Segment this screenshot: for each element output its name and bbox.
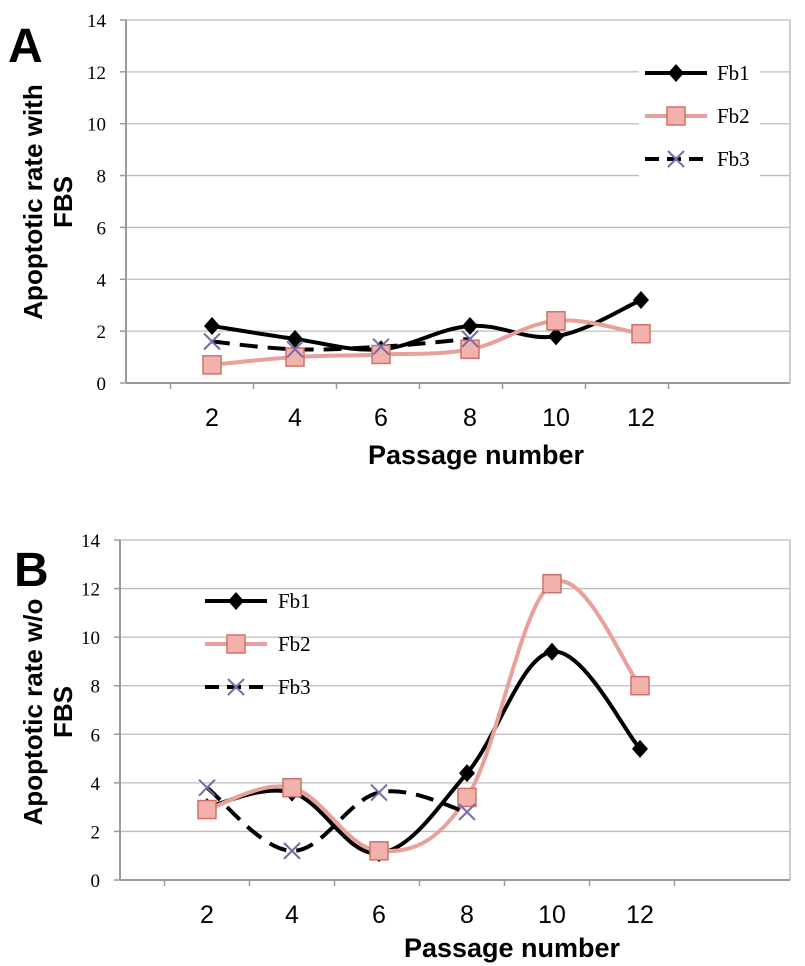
point-b-fb1-4 bbox=[544, 642, 560, 661]
y-tick-label-a-0: 0 bbox=[97, 374, 107, 395]
point-b-fb2-1 bbox=[282, 777, 302, 798]
series-line-b-fb3 bbox=[205, 786, 468, 853]
y-tick-label-a-5: 10 bbox=[87, 115, 106, 136]
y-axis-label-line-a-1: FBS bbox=[48, 176, 78, 228]
legend-b: Fb1 Fb2 Fb3 bbox=[205, 589, 311, 699]
legend-label-a-fb1: Fb1 bbox=[717, 61, 750, 85]
point-a-fb3-0 bbox=[203, 332, 221, 351]
point-a-fb1-3 bbox=[462, 316, 478, 335]
point-a-fb1-5 bbox=[633, 291, 649, 310]
point-a-fb2-3 bbox=[460, 339, 480, 360]
x-tick-label-b-2: 6 bbox=[372, 901, 386, 929]
point-b-fb3-0 bbox=[198, 779, 216, 797]
chart-panel-a: A Apoptotic rate with FBS 0 2 4 6 8 10 12 14 2 4 6… bbox=[8, 11, 791, 470]
point-b-fb2-4 bbox=[542, 573, 562, 594]
y-tick-label-b-5: 10 bbox=[81, 628, 100, 649]
chart-panel-b: B Apoptotic rate w/o FBS 0 2 4 6 8 10 12 14 2 4 6 8… bbox=[14, 531, 791, 963]
legend-label-b-fb2: Fb2 bbox=[278, 632, 311, 656]
legend-marker-b-fb3 bbox=[227, 678, 245, 696]
point-a-fb1-1 bbox=[287, 329, 303, 348]
series-line-a-fb2 bbox=[211, 318, 642, 367]
point-b-fb3-1 bbox=[283, 842, 301, 860]
x-axis-label-a: Passage number bbox=[368, 440, 585, 470]
x-tick-label-b-5: 12 bbox=[626, 901, 654, 929]
x-tick-label-b-1: 4 bbox=[285, 901, 299, 929]
legend-label-a-fb3: Fb3 bbox=[717, 147, 750, 171]
legend-label-a-fb2: Fb2 bbox=[717, 104, 750, 128]
series-b bbox=[197, 573, 650, 863]
series-line-a-fb1 bbox=[211, 298, 642, 352]
point-a-fb3-3 bbox=[461, 330, 479, 348]
point-a-fb2-1 bbox=[285, 347, 305, 367]
axes-a bbox=[120, 19, 791, 389]
y-tick-labels-a: 0 2 4 6 8 10 12 14 bbox=[87, 11, 107, 395]
legend-a: Fb1 Fb2 Fb3 bbox=[639, 51, 760, 184]
x-tick-label-a-2: 6 bbox=[374, 404, 388, 432]
y-tick-label-b-3: 6 bbox=[91, 725, 101, 746]
point-a-fb2-4 bbox=[546, 311, 566, 331]
y-axis-label-b: Apoptotic rate w/o FBS bbox=[18, 599, 78, 826]
x-tick-label-a-3: 8 bbox=[463, 404, 477, 432]
y-tick-label-a-6: 12 bbox=[87, 63, 106, 84]
x-tick-label-b-4: 10 bbox=[538, 901, 566, 929]
series-a bbox=[202, 291, 651, 375]
y-axis-label-line-a-0: Apoptotic rate with bbox=[18, 84, 48, 319]
legend-marker-a-fb3 bbox=[667, 150, 685, 168]
point-b-fb2-2 bbox=[369, 841, 389, 861]
y-tick-labels-b: 0 2 4 6 8 10 12 14 bbox=[81, 531, 101, 892]
point-a-fb3-2 bbox=[372, 337, 390, 356]
point-b-fb2-0 bbox=[197, 799, 217, 820]
point-a-fb2-5 bbox=[631, 323, 651, 344]
y-axis-label-line-b-0: Apoptotic rate w/o bbox=[18, 599, 48, 826]
series-line-b-fb1 bbox=[206, 649, 642, 856]
y-tick-label-a-4: 8 bbox=[97, 167, 107, 188]
x-axis-label-b: Passage number bbox=[404, 933, 621, 963]
panel-letter-b: B bbox=[14, 544, 49, 597]
gridlines-b bbox=[120, 539, 790, 833]
x-tick-label-a-4: 10 bbox=[542, 404, 570, 432]
legend-label-b-fb3: Fb3 bbox=[278, 675, 311, 699]
point-b-fb1-5 bbox=[632, 739, 648, 758]
x-tick-label-a-0: 2 bbox=[205, 404, 219, 432]
y-tick-label-b-2: 4 bbox=[91, 774, 101, 795]
point-b-fb1-3 bbox=[459, 764, 475, 783]
series-line-b-fb2 bbox=[206, 579, 642, 854]
y-axis-label-line-b-1: FBS bbox=[48, 686, 78, 738]
series-line-a-fb3 bbox=[211, 336, 471, 352]
gridlines-a bbox=[126, 19, 790, 332]
point-b-fb3-3 bbox=[458, 803, 476, 821]
y-tick-label-a-3: 6 bbox=[97, 218, 107, 239]
x-tick-label-a-5: 12 bbox=[627, 404, 655, 432]
point-a-fb1-4 bbox=[548, 327, 564, 346]
y-tick-label-a-2: 4 bbox=[97, 270, 107, 291]
y-tick-label-b-1: 2 bbox=[91, 822, 101, 843]
point-b-fb2-3 bbox=[457, 787, 477, 808]
legend-marker-b-fb1 bbox=[228, 592, 244, 610]
y-tick-label-b-7: 14 bbox=[81, 531, 101, 552]
point-a-fb2-2 bbox=[371, 344, 391, 365]
legend-marker-a-fb2 bbox=[666, 106, 686, 126]
x-tick-labels-b: 2 4 6 8 10 12 bbox=[200, 901, 654, 929]
x-tick-label-a-1: 4 bbox=[288, 404, 302, 432]
panel-letter-a: A bbox=[8, 20, 43, 73]
point-a-fb2-0 bbox=[202, 355, 222, 375]
point-a-fb3-1 bbox=[286, 340, 304, 358]
x-tick-label-b-3: 8 bbox=[460, 901, 474, 929]
y-tick-label-a-7: 14 bbox=[87, 11, 107, 32]
x-tick-label-b-0: 2 bbox=[200, 901, 214, 929]
point-a-fb1-0 bbox=[204, 316, 220, 335]
point-b-fb2-5 bbox=[630, 675, 650, 696]
x-tick-labels-a: 2 4 6 8 10 12 bbox=[205, 404, 655, 432]
y-tick-label-a-1: 2 bbox=[97, 322, 107, 343]
y-tick-label-b-0: 0 bbox=[91, 871, 101, 892]
y-tick-label-b-4: 8 bbox=[91, 677, 101, 698]
point-b-fb3-2 bbox=[370, 783, 388, 802]
legend-marker-a-fb1 bbox=[668, 64, 684, 82]
axes-b bbox=[114, 539, 791, 886]
legend-label-b-fb1: Fb1 bbox=[278, 589, 311, 613]
y-tick-label-b-6: 12 bbox=[81, 580, 100, 601]
y-axis-label-a: Apoptotic rate with FBS bbox=[18, 84, 78, 319]
legend-marker-b-fb2 bbox=[226, 634, 246, 654]
